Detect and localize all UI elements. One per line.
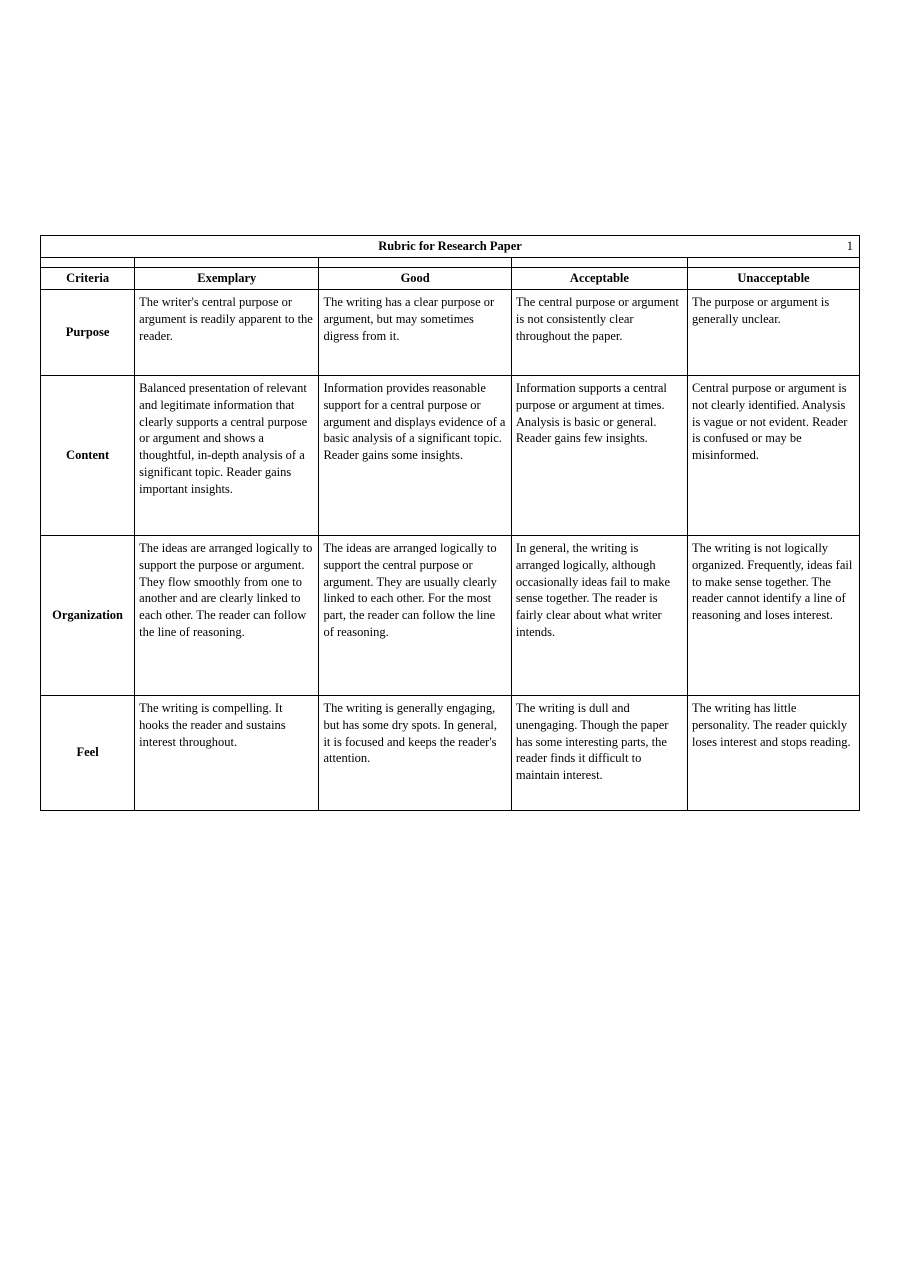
document-page: Rubric for Research Paper 1 CriteriaExempl… [0, 0, 900, 811]
rubric-cell: Information provides reasonable support … [319, 375, 511, 535]
spacer-cell [511, 257, 687, 267]
spacer-cell [135, 257, 319, 267]
rubric-cell: The writing is not logically organized. … [687, 535, 859, 695]
spacer-cell [319, 257, 511, 267]
rubric-cell: The writing is generally engaging, but h… [319, 695, 511, 810]
rubric-cell: The writing is dull and unengaging. Thou… [511, 695, 687, 810]
table-row: ContentBalanced presentation of relevant… [41, 375, 860, 535]
criteria-cell: Content [41, 375, 135, 535]
criteria-cell: Purpose [41, 289, 135, 375]
rubric-cell: The ideas are arranged logically to supp… [135, 535, 319, 695]
rubric-cell: The writing has a clear purpose or argum… [319, 289, 511, 375]
table-title: Rubric for Research Paper [378, 239, 522, 253]
header-row: CriteriaExemplaryGoodAcceptableUnaccepta… [41, 267, 860, 289]
rubric-cell: In general, the writing is arranged logi… [511, 535, 687, 695]
rubric-cell: Balanced presentation of relevant and le… [135, 375, 319, 535]
criteria-cell: Organization [41, 535, 135, 695]
title-row: Rubric for Research Paper 1 [41, 236, 860, 258]
rubric-cell: The writing is compelling. It hooks the … [135, 695, 319, 810]
rubric-cell: The writer's central purpose or argument… [135, 289, 319, 375]
rubric-cell: The ideas are arranged logically to supp… [319, 535, 511, 695]
rubric-cell: The purpose or argument is generally unc… [687, 289, 859, 375]
spacer-cell [687, 257, 859, 267]
rubric-cell: Information supports a central purpose o… [511, 375, 687, 535]
table-row: PurposeThe writer's central purpose or a… [41, 289, 860, 375]
criteria-cell: Feel [41, 695, 135, 810]
spacer-cell [41, 257, 135, 267]
rubric-cell: The writing has little personality. The … [687, 695, 859, 810]
column-header: Exemplary [135, 267, 319, 289]
table-row: OrganizationThe ideas are arranged logic… [41, 535, 860, 695]
table-title-cell: Rubric for Research Paper 1 [41, 236, 860, 258]
rubric-table: Rubric for Research Paper 1 CriteriaExempl… [40, 235, 860, 811]
spacer-row [41, 257, 860, 267]
rubric-cell: The central purpose or argument is not c… [511, 289, 687, 375]
table-row: FeelThe writing is compelling. It hooks … [41, 695, 860, 810]
page-number: 1 [847, 238, 853, 255]
rubric-cell: Central purpose or argument is not clear… [687, 375, 859, 535]
column-header: Unacceptable [687, 267, 859, 289]
column-header: Criteria [41, 267, 135, 289]
column-header: Acceptable [511, 267, 687, 289]
column-header: Good [319, 267, 511, 289]
